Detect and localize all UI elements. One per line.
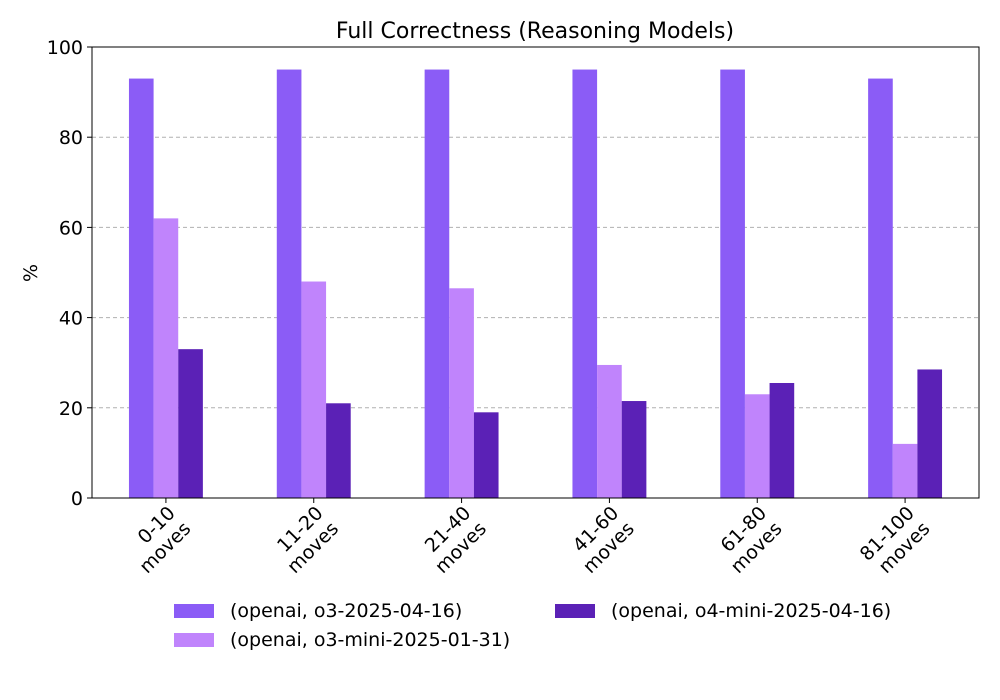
legend: (openai, o3-2025-04-16) (openai, o3-mini-…: [170, 600, 930, 660]
bar: [892, 443, 918, 498]
y-tick-label: 40: [59, 308, 83, 330]
bar: [621, 401, 647, 498]
legend-swatch: [555, 604, 595, 618]
chart-title: Full Correctness (Reasoning Models): [336, 19, 734, 44]
bar: [424, 69, 450, 499]
legend-label: (openai, o3-mini-2025-01-31): [230, 629, 511, 651]
bar: [744, 394, 770, 498]
y-tick-label: 20: [59, 398, 83, 420]
bar: [868, 78, 893, 498]
y-tick-label: 100: [47, 37, 83, 59]
legend-item: (openai, o4-mini-2025-04-16): [555, 600, 891, 622]
bar: [301, 281, 327, 498]
legend-label: (openai, o4-mini-2025-04-16): [611, 600, 892, 622]
y-axis-ticks: 0 20 40 60 80 100: [47, 37, 92, 510]
bar: [720, 69, 745, 499]
legend-item: (openai, o3-mini-2025-01-31): [174, 629, 510, 651]
plot-frame: [91, 46, 980, 499]
bar: [326, 403, 351, 498]
bar: [153, 218, 179, 498]
legend-swatch: [174, 633, 214, 647]
y-tick-label: 0: [71, 488, 83, 510]
bar: [917, 369, 943, 498]
y-axis-label: %: [20, 264, 42, 282]
legend-swatch: [174, 604, 214, 618]
bars: [128, 69, 943, 499]
bar: [572, 69, 598, 499]
y-tick-label: 60: [59, 217, 83, 239]
bar: [473, 412, 499, 498]
bar: [449, 288, 474, 498]
legend-item: (openai, o3-2025-04-16): [174, 600, 462, 622]
bar: [276, 69, 302, 499]
y-tick-label: 80: [59, 127, 83, 149]
bar: [597, 364, 622, 498]
gridlines: [92, 136, 979, 409]
bar: [128, 78, 154, 498]
bar: [769, 382, 795, 498]
bar: [178, 349, 203, 498]
legend-label: (openai, o3-2025-04-16): [230, 600, 463, 622]
